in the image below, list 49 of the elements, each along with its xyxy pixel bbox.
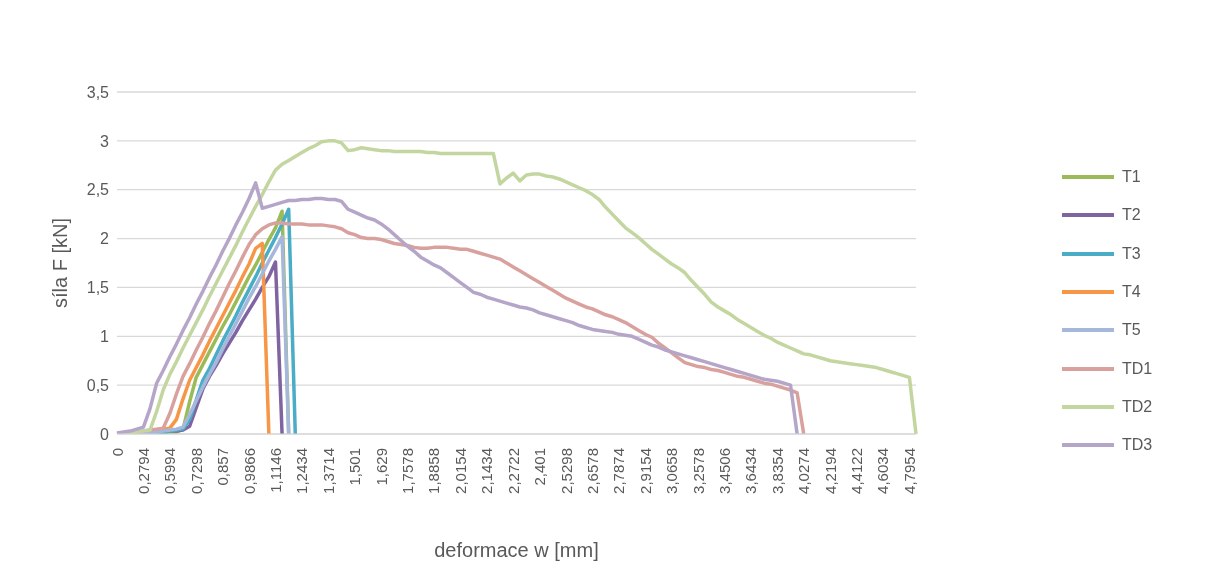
x-tick-label: 1,501 (346, 448, 364, 486)
x-tick-label: 0,5994 (161, 448, 179, 494)
x-axis-title: deformace w [mm] (434, 539, 599, 561)
x-tick-label: 0,7298 (187, 448, 205, 494)
y-tick-label: 3,5 (86, 83, 110, 101)
y-axis-title: síla F [kN] (49, 217, 72, 309)
legend-label: T3 (1122, 244, 1141, 263)
x-tick-label: 3,8354 (768, 448, 786, 494)
x-tick-label: 2,401 (531, 448, 549, 486)
x-tick-label: 4,4122 (848, 448, 866, 494)
legend-label: TD2 (1122, 397, 1153, 416)
legend-label: T4 (1122, 283, 1141, 302)
y-tick-label: 2,5 (86, 181, 110, 199)
x-tick-label: 0,2794 (134, 448, 152, 494)
x-tick-label: 4,2194 (821, 448, 839, 494)
x-tick-label: 4,7954 (900, 448, 918, 494)
y-tick-label: 1 (100, 327, 110, 345)
x-tick-label: 2,5298 (557, 448, 575, 494)
x-tick-label: 1,7578 (399, 448, 417, 494)
x-tick-label: 2,1434 (478, 448, 496, 494)
x-tick-label: 2,2722 (504, 448, 522, 494)
x-tick-label: 4,6034 (874, 448, 892, 494)
x-tick-label: 0,857 (214, 448, 232, 486)
y-tick-label: 2 (100, 230, 110, 248)
y-tick-label: 0 (100, 425, 110, 443)
x-tick-label: 2,7874 (610, 448, 628, 494)
y-tick-label: 3 (100, 132, 110, 150)
legend-label: T1 (1122, 168, 1141, 187)
x-tick-label: 1,1146 (266, 448, 284, 493)
x-tick-label: 4,0274 (795, 448, 813, 494)
x-tick-label: 3,4506 (716, 448, 733, 494)
x-tick-label: 1,8858 (425, 448, 443, 494)
x-tick-label: 2,0154 (451, 448, 469, 494)
x-tick-label: 1,2434 (293, 448, 311, 494)
legend-label: TD3 (1122, 436, 1153, 455)
x-tick-label: 3,0658 (663, 448, 681, 494)
y-tick-label: 0,5 (86, 376, 110, 394)
x-tick-label: 1,629 (372, 448, 390, 486)
x-tick-label: 3,6434 (742, 448, 760, 494)
x-tick-label: 0 (108, 448, 126, 457)
legend-label: T2 (1122, 206, 1141, 225)
x-tick-label: 0,9866 (240, 448, 258, 494)
x-tick-label: 2,9154 (636, 448, 654, 494)
x-tick-label: 2,6578 (583, 448, 601, 494)
legend-label: TD1 (1122, 359, 1153, 378)
x-tick-label: 1,3714 (319, 448, 337, 494)
y-tick-label: 1,5 (86, 279, 110, 297)
x-tick-label: 3,2578 (689, 448, 707, 494)
legend-label: T5 (1122, 321, 1141, 340)
